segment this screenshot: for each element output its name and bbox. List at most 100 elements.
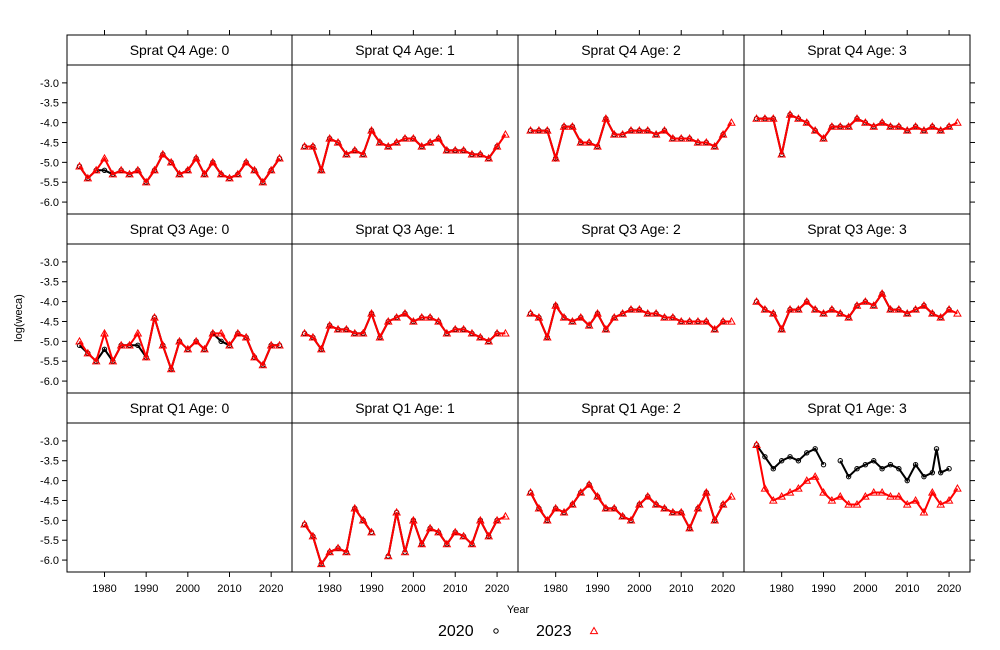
point-2023 bbox=[877, 289, 887, 297]
panel-title: Sprat Q3 Age: 3 bbox=[807, 221, 907, 237]
point-2023 bbox=[534, 126, 544, 134]
point-2023 bbox=[158, 340, 168, 349]
point-2023 bbox=[442, 539, 452, 548]
point-2023 bbox=[894, 491, 904, 500]
point-2023 bbox=[559, 507, 569, 516]
point-2023 bbox=[919, 301, 929, 309]
panel-title: Sprat Q4 Age: 3 bbox=[807, 42, 907, 58]
y-tick-label: -6.0 bbox=[40, 197, 59, 209]
x-tick-label: 1990 bbox=[811, 583, 835, 595]
point-2023 bbox=[593, 491, 602, 500]
point-2023 bbox=[936, 499, 946, 508]
panel-frame bbox=[517, 392, 745, 573]
point-2023 bbox=[150, 312, 159, 321]
point-2023 bbox=[367, 126, 376, 134]
point-2023 bbox=[551, 153, 561, 162]
point-2023 bbox=[400, 133, 410, 142]
point-2023 bbox=[643, 491, 653, 500]
point-2023 bbox=[894, 305, 904, 313]
point-2023 bbox=[861, 297, 870, 305]
point-2023 bbox=[125, 340, 134, 349]
point-2023 bbox=[819, 309, 828, 317]
point-2023 bbox=[810, 472, 820, 480]
point-2023 bbox=[308, 332, 318, 341]
series-2020 bbox=[753, 442, 952, 484]
point-2023 bbox=[693, 137, 703, 146]
point-2023 bbox=[191, 153, 201, 162]
point-2023 bbox=[166, 364, 176, 373]
point-2023 bbox=[559, 312, 569, 321]
point-2020 bbox=[933, 446, 940, 452]
panel-title: Sprat Q3 Age: 2 bbox=[581, 221, 681, 237]
point-2023 bbox=[367, 527, 376, 536]
point-2023 bbox=[802, 118, 812, 126]
point-2023 bbox=[442, 145, 452, 154]
y-tick-label: -5.0 bbox=[40, 157, 59, 169]
x-tick-label: 2020 bbox=[485, 583, 509, 595]
point-2023 bbox=[175, 169, 184, 178]
point-2023 bbox=[727, 118, 736, 126]
point-2020 bbox=[795, 458, 802, 464]
point-2023 bbox=[116, 165, 126, 174]
point-2023 bbox=[568, 316, 577, 325]
point-2023 bbox=[116, 340, 126, 349]
panel-8: Sprat Q3 Age: 3 bbox=[743, 213, 971, 394]
point-2023 bbox=[718, 316, 728, 325]
series-line-2023 bbox=[304, 310, 506, 352]
point-2023 bbox=[777, 149, 787, 158]
y-tick-label: -3.5 bbox=[40, 456, 59, 468]
x-tick-label: 2000 bbox=[176, 583, 200, 595]
series-line-2023 bbox=[755, 444, 959, 515]
point-2023 bbox=[919, 507, 929, 516]
x-tick-label: 2000 bbox=[627, 583, 651, 595]
point-2023 bbox=[919, 126, 929, 134]
point-2020 bbox=[887, 462, 894, 468]
panel-frame bbox=[66, 392, 293, 573]
point-2020 bbox=[778, 458, 785, 464]
point-2023 bbox=[676, 133, 686, 142]
point-2020 bbox=[218, 338, 224, 345]
point-2023 bbox=[752, 114, 761, 122]
point-2023 bbox=[383, 551, 393, 560]
series-2023 bbox=[300, 309, 510, 353]
point-2023 bbox=[877, 118, 887, 126]
series-line-2023 bbox=[303, 505, 373, 567]
panel-title: Sprat Q4 Age: 1 bbox=[355, 42, 455, 58]
point-2023 bbox=[651, 130, 661, 138]
point-2023 bbox=[333, 137, 343, 146]
panel-title: Sprat Q1 Age: 0 bbox=[130, 400, 230, 416]
y-tick-label: -3.0 bbox=[40, 436, 59, 448]
point-2023 bbox=[342, 149, 351, 158]
point-2023 bbox=[953, 484, 962, 492]
point-2023 bbox=[225, 173, 234, 182]
point-2023 bbox=[927, 122, 937, 130]
panel-frame bbox=[743, 392, 971, 573]
panel-6: Sprat Q3 Age: 1 bbox=[291, 213, 519, 394]
point-2023 bbox=[417, 141, 427, 150]
x-tick-label: 2000 bbox=[853, 583, 877, 595]
panel-7: Sprat Q3 Age: 2 bbox=[517, 213, 745, 394]
y-tick-label: -5.0 bbox=[40, 336, 59, 348]
point-2023 bbox=[835, 491, 845, 500]
point-2023 bbox=[861, 491, 870, 500]
y-tick-label: -6.0 bbox=[40, 555, 59, 567]
point-2023 bbox=[308, 141, 318, 150]
panel-title: Sprat Q4 Age: 0 bbox=[130, 42, 230, 58]
point-2023 bbox=[233, 169, 243, 178]
point-2023 bbox=[316, 559, 326, 568]
point-2020 bbox=[804, 450, 810, 456]
point-2023 bbox=[183, 344, 193, 353]
point-2023 bbox=[936, 312, 946, 321]
point-2023 bbox=[768, 495, 778, 504]
x-tick-label: 1980 bbox=[317, 583, 341, 595]
legend-marker-circle bbox=[493, 628, 499, 634]
point-2023 bbox=[701, 316, 711, 325]
panel-frame bbox=[291, 34, 519, 215]
point-2023 bbox=[777, 324, 787, 333]
point-2023 bbox=[911, 122, 920, 130]
panel-1: Sprat Q4 Age: 0 bbox=[66, 34, 293, 215]
y-tick-label: -4.0 bbox=[40, 476, 59, 488]
point-2023 bbox=[953, 118, 962, 126]
point-2020 bbox=[762, 454, 768, 460]
point-2023 bbox=[911, 305, 920, 313]
